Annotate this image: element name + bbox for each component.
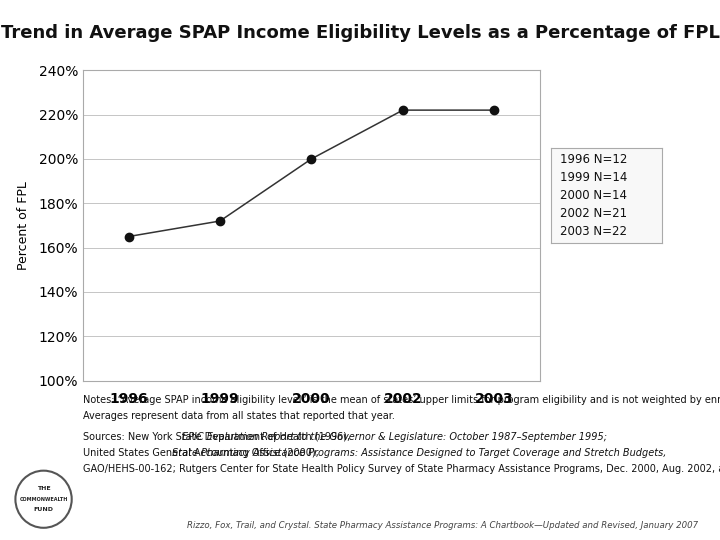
Text: COMMONWEALTH: COMMONWEALTH <box>19 497 68 502</box>
Text: 2000 N=14: 2000 N=14 <box>559 189 626 202</box>
Text: Averages represent data from all states that reported that year.: Averages represent data from all states … <box>83 411 395 422</box>
Text: Notes: “Average SPAP income eligibility level” is the mean of states’ upper limi: Notes: “Average SPAP income eligibility … <box>83 395 720 406</box>
Text: FUND: FUND <box>34 507 53 512</box>
Text: GAO/HEHS-00-162; Rutgers Center for State Health Policy Survey of State Pharmacy: GAO/HEHS-00-162; Rutgers Center for Stat… <box>83 464 720 475</box>
Text: EPIC Evaluation Report to the Governor & Legislature: October 1987–September 199: EPIC Evaluation Report to the Governor &… <box>181 432 606 442</box>
Text: State Pharmacy Assistance Programs: Assistance Designed to Target Coverage and S: State Pharmacy Assistance Programs: Assi… <box>172 448 667 458</box>
Text: 1999 N=14: 1999 N=14 <box>559 171 627 184</box>
Text: Trend in Average SPAP Income Eligibility Levels as a Percentage of FPL: Trend in Average SPAP Income Eligibility… <box>1 24 719 42</box>
Text: 1996 N=12: 1996 N=12 <box>559 153 627 166</box>
Text: United States General Accounting Office (2000),: United States General Accounting Office … <box>83 448 322 458</box>
Text: 2003 N=22: 2003 N=22 <box>559 225 626 238</box>
Text: 2002 N=21: 2002 N=21 <box>559 207 627 220</box>
Text: Rizzo, Fox, Trail, and Crystal. State Pharmacy Assistance Programs: A Chartbook—: Rizzo, Fox, Trail, and Crystal. State Ph… <box>187 521 698 530</box>
Text: Sources: New York State Department of Health (1996),: Sources: New York State Department of He… <box>83 432 353 442</box>
Text: THE: THE <box>37 486 50 491</box>
Y-axis label: Percent of FPL: Percent of FPL <box>17 181 30 270</box>
Circle shape <box>15 471 72 528</box>
